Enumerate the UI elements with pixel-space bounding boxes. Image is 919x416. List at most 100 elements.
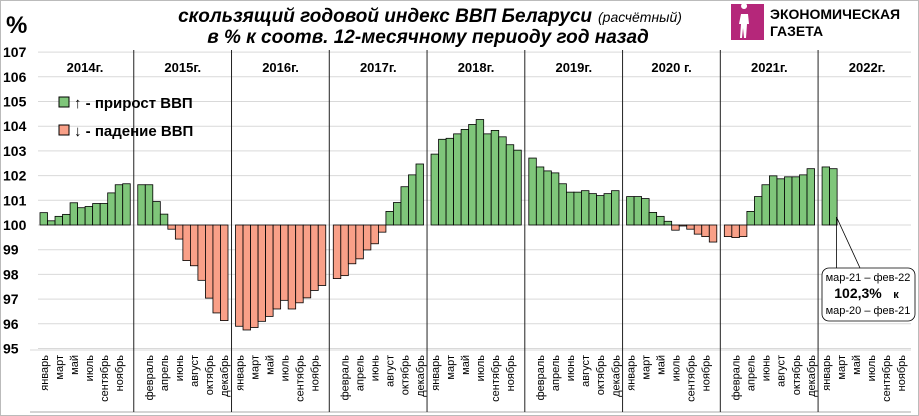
bar-2015г.-3 [152, 201, 161, 226]
bar-2017г.-5 [362, 224, 372, 251]
y-tick-label: 96 [3, 316, 19, 332]
month-label: август [776, 355, 788, 387]
chart-title-line2: в % к соотв. 12-месячному периоду год на… [207, 27, 649, 48]
bar-2014г.-11 [114, 184, 124, 226]
bar-2015г.-12 [220, 224, 229, 321]
legend-swatch-growth [58, 96, 70, 108]
month-label: декабрь [219, 355, 231, 397]
bar-2019г.-2 [535, 166, 545, 226]
y-tick-label: 101 [3, 192, 27, 208]
month-label: сентябрь [294, 355, 306, 402]
bar-2018г.-12 [513, 149, 522, 226]
bar-2020 г.-6 [663, 220, 673, 226]
bar-2019г.-6 [566, 191, 575, 226]
month-label: февраль [535, 355, 547, 401]
year-dividers [133, 50, 819, 412]
month-label: апрель [746, 355, 758, 391]
month-label: февраль [144, 355, 156, 401]
bar-2017г.-6 [370, 224, 379, 245]
bar-2021г.-8 [776, 178, 785, 226]
month-label: май [264, 355, 276, 375]
bar-2018г.-2 [438, 138, 447, 226]
bar-2017г.-12 [415, 163, 424, 226]
bar-2014г.-3 [54, 215, 63, 226]
bar-2020 г.-11 [701, 224, 710, 238]
month-label: март [54, 355, 66, 380]
month-label: февраль [731, 355, 743, 401]
bar-2014г.-10 [107, 192, 116, 226]
bar-2014г.-7 [84, 206, 94, 226]
bar-2017г.-8 [385, 211, 394, 226]
bar-2014г.-2 [47, 220, 56, 226]
bar-2019г.-5 [558, 183, 567, 226]
month-label: март [445, 355, 457, 380]
bar-2016г.-8 [287, 224, 297, 310]
y-tick-label: 105 [3, 94, 27, 110]
callout-connector: к [893, 289, 899, 301]
bar-2021г.-1 [723, 224, 733, 238]
bar-2016г.-10 [302, 224, 312, 299]
bar-2014г.-5 [69, 202, 79, 226]
bar-2018г.-5 [460, 129, 470, 226]
month-label: октябрь [204, 355, 216, 395]
month-label: июль [670, 355, 682, 382]
bar-2017г.-7 [377, 224, 387, 233]
legend: ↑ - прирост ВВП ↓ - падение ВВП [58, 95, 193, 140]
month-label: май [655, 355, 667, 375]
bar-2015г.-2 [144, 184, 154, 226]
bar-2021г.-12 [806, 168, 815, 226]
bar-2022г.-2 [829, 168, 838, 226]
month-label: ноябрь [505, 355, 517, 392]
month-label: ноябрь [701, 355, 713, 392]
title-note: (расчётный) [598, 9, 682, 25]
bar-2015г.-8 [189, 224, 199, 267]
month-label: ноябрь [309, 355, 321, 392]
bar-2014г.-9 [99, 203, 109, 226]
bar-2020 г.-1 [626, 196, 635, 226]
bar-2018г.-4 [453, 133, 462, 226]
bar-2015г.-5 [167, 224, 176, 230]
year-label: 2015г. [164, 60, 201, 75]
bar-2017г.-2 [340, 224, 349, 277]
bar-2014г.-4 [62, 213, 71, 226]
bar-2016г.-6 [272, 224, 282, 310]
bar-2019г.-4 [550, 172, 560, 226]
callout-box [821, 267, 916, 322]
bar-2020 г.-2 [633, 196, 643, 226]
month-label: июнь [565, 355, 577, 381]
month-label: ноябрь [114, 355, 126, 392]
month-label: сентябрь [99, 355, 111, 402]
bar-2014г.-1 [39, 212, 48, 226]
y-tick-label: 95 [3, 341, 19, 357]
bar-2020 г.-10 [693, 224, 703, 235]
y-tick-label: 100 [3, 217, 27, 233]
bar-2021г.-9 [784, 176, 793, 226]
bar-2021г.-10 [791, 176, 800, 226]
month-label: сентябрь [881, 355, 893, 402]
bar-2017г.-3 [347, 224, 357, 265]
callout-line [836, 216, 861, 269]
bar-2021г.-6 [761, 184, 770, 226]
bar-2017г.-4 [355, 224, 364, 260]
bar-2015г.-10 [205, 224, 214, 299]
bar-2021г.-3 [738, 224, 748, 238]
bar-2019г.-7 [573, 191, 582, 226]
bar-2016г.-4 [257, 224, 266, 322]
month-label: декабрь [415, 355, 427, 397]
legend-label-growth: ↑ - прирост ВВП [74, 95, 193, 112]
bar-2014г.-6 [77, 207, 86, 226]
bar-2018г.-3 [445, 137, 454, 226]
bar-2015г.-4 [159, 213, 169, 226]
year-labels: 2014г. 2015г. 2016г. 2017г. 2018г. 2019г. 2020… [67, 60, 886, 75]
callout-base-period: мар-20 – фев-21 [826, 305, 911, 317]
annotation-callout: мар-21 – фев-22 102,3% к мар-20 – фев-21 [821, 216, 916, 322]
bar-2019г.-3 [543, 170, 552, 226]
year-label: 2020 г. [651, 60, 691, 75]
y-tick-label: 107 [3, 44, 27, 60]
bar-2021г.-5 [754, 196, 763, 226]
bar-2019г.-9 [588, 193, 597, 226]
month-label: январь [234, 355, 246, 391]
callout-period: мар-21 – фев-22 [826, 272, 911, 284]
bar-2021г.-7 [769, 175, 778, 226]
bar-2017г.-10 [400, 186, 409, 226]
